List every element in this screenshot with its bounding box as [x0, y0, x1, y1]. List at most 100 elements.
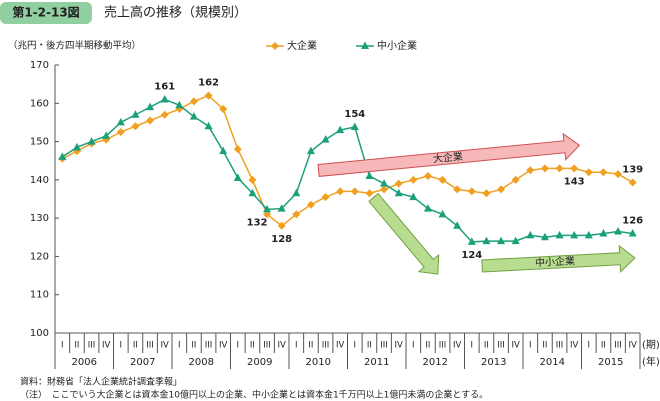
point: [540, 232, 549, 241]
data-label: 124: [461, 250, 482, 261]
x-tick-label: I: [588, 341, 591, 351]
small-arrow: 中小企業: [481, 244, 636, 273]
data-label: 139: [622, 165, 643, 176]
year-label: 2008: [189, 357, 214, 368]
year-label: 2007: [130, 357, 155, 368]
point: [131, 110, 140, 118]
point: [497, 236, 506, 245]
data-label: 143: [564, 176, 585, 187]
point: [511, 236, 520, 245]
point: [628, 228, 637, 237]
point: [380, 179, 389, 187]
point: [423, 172, 432, 181]
data-label: 132: [247, 217, 268, 228]
point: [482, 236, 491, 245]
point: [116, 128, 125, 136]
x-tick-label: IV: [629, 341, 638, 351]
point: [365, 189, 374, 198]
point: [497, 185, 506, 194]
point: [248, 188, 257, 197]
point: [321, 193, 330, 202]
point: [614, 227, 623, 235]
x-tick-label: IV: [219, 341, 228, 351]
x-tick-label: IV: [570, 341, 579, 351]
x-tick-label: III: [556, 341, 564, 351]
point: [438, 209, 447, 218]
y-axis-label: （兆円・後方四半期移動平均）: [8, 40, 141, 52]
large-arrow: 大企業: [317, 132, 581, 177]
x-tick-label: IV: [512, 341, 521, 351]
arrow-shape: [368, 192, 440, 275]
point: [614, 170, 623, 179]
x-tick-label: III: [497, 341, 505, 351]
point: [116, 117, 125, 126]
point: [336, 125, 345, 134]
point: [570, 230, 579, 239]
point: [555, 164, 564, 173]
data-label: 161: [154, 81, 175, 92]
point: [350, 187, 359, 196]
point: [87, 137, 96, 145]
x-tick-label: III: [263, 341, 271, 351]
x-tick-label: IV: [395, 341, 404, 351]
point: [555, 230, 564, 239]
point: [599, 168, 608, 177]
x-tick-label: I: [529, 341, 532, 351]
x-tick-label: II: [542, 341, 547, 351]
point: [189, 97, 198, 106]
point: [146, 116, 155, 125]
point: [175, 100, 184, 109]
point: [628, 178, 637, 187]
year-label: 2009: [247, 357, 272, 368]
note: 資料：財務省「法人企業統計調査季報」: [20, 376, 182, 388]
point: [511, 175, 520, 184]
point: [189, 112, 198, 120]
y-tick-label: 100: [30, 328, 49, 339]
point: [131, 122, 140, 131]
x-tick-label: II: [191, 341, 196, 351]
x-tick-label: IV: [453, 341, 462, 351]
point: [277, 221, 286, 230]
point: [233, 145, 242, 154]
x-tick-label: II: [601, 341, 606, 351]
data-label: 154: [344, 109, 365, 120]
point: [482, 189, 491, 198]
point: [219, 146, 228, 155]
x-tick-label: II: [484, 341, 489, 351]
series-line: [61, 94, 634, 227]
arrow-label: 大企業: [432, 150, 463, 166]
x-tick-label: IV: [161, 341, 170, 351]
point: [570, 164, 579, 173]
y-tick-label: 140: [30, 175, 49, 186]
x-tick-label: II: [367, 341, 372, 351]
year-label: 2012: [423, 357, 448, 368]
point: [365, 171, 374, 180]
point: [526, 230, 535, 239]
x-tick-label: IV: [336, 341, 345, 351]
data-label: 126: [622, 215, 643, 226]
point: [102, 131, 111, 139]
x-tick-label: I: [412, 341, 415, 351]
point: [394, 188, 403, 197]
point: [350, 122, 359, 131]
point: [453, 185, 462, 194]
y-tick-label: 110: [30, 290, 49, 301]
point: [58, 152, 67, 160]
point: [584, 230, 593, 239]
point: [277, 204, 286, 212]
x-unit: (年): [642, 355, 660, 368]
x-tick-label: II: [250, 341, 255, 351]
point: [248, 175, 257, 184]
x-tick-label: III: [205, 341, 213, 351]
x-tick-label: III: [322, 341, 330, 351]
x-tick-label: I: [237, 341, 240, 351]
arrow-shape: [317, 132, 581, 177]
y-tick-label: 170: [30, 60, 49, 71]
year-label: 2014: [540, 357, 565, 368]
figure-label: 第1-2-13図: [12, 5, 79, 20]
series-line: [61, 98, 633, 243]
year-label: 2013: [481, 357, 506, 368]
y-tick-label: 160: [30, 98, 49, 109]
x-tick-label: III: [380, 341, 388, 351]
